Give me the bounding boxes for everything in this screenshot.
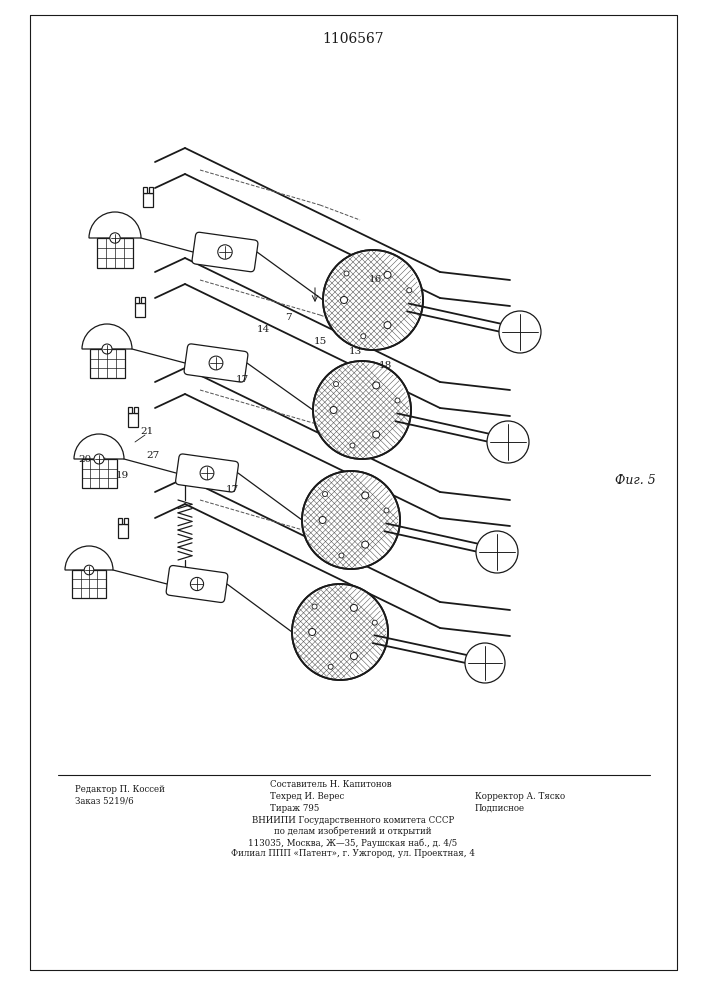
Text: 21: 21 (141, 428, 153, 436)
Bar (118, 524, 128, 538)
Circle shape (344, 271, 349, 276)
Circle shape (84, 565, 94, 575)
FancyBboxPatch shape (184, 344, 248, 382)
Bar (118, 518, 122, 524)
Circle shape (487, 421, 529, 463)
Bar (317, 604, 333, 616)
Circle shape (384, 271, 391, 278)
Circle shape (351, 604, 358, 611)
Text: ВНИИПИ Государственного комитета СССР: ВНИИПИ Государственного комитета СССР (252, 816, 454, 825)
Circle shape (339, 553, 344, 558)
Circle shape (302, 471, 400, 569)
Text: по делам изобретений и открытий: по делам изобретений и открытий (274, 827, 432, 836)
Circle shape (313, 361, 411, 459)
Circle shape (362, 541, 369, 548)
Circle shape (94, 454, 104, 464)
Wedge shape (65, 546, 113, 570)
Bar (143, 193, 153, 207)
Text: 19: 19 (115, 471, 129, 480)
Wedge shape (89, 212, 141, 238)
Text: Техред И. Верес: Техред И. Верес (270, 792, 344, 801)
Circle shape (218, 245, 232, 259)
Text: Корректор А. Тяско: Корректор А. Тяско (475, 792, 565, 801)
Circle shape (328, 664, 333, 669)
Text: Редактор П. Коссей: Редактор П. Коссей (75, 785, 165, 794)
Circle shape (476, 531, 518, 573)
Text: 17: 17 (235, 375, 249, 384)
Wedge shape (82, 324, 132, 349)
Circle shape (351, 653, 358, 660)
FancyBboxPatch shape (192, 232, 258, 272)
Bar (90, 349, 124, 378)
Text: 7: 7 (285, 314, 291, 322)
Text: 18: 18 (378, 360, 392, 369)
Circle shape (373, 620, 378, 625)
Text: 17: 17 (226, 486, 239, 494)
Circle shape (323, 250, 423, 350)
Circle shape (362, 492, 369, 499)
Circle shape (384, 322, 391, 329)
Circle shape (341, 386, 349, 394)
Text: 16: 16 (368, 275, 382, 284)
Circle shape (110, 233, 120, 243)
Text: Составитель Н. Капитонов: Составитель Н. Капитонов (270, 780, 392, 789)
Circle shape (361, 334, 366, 339)
Circle shape (465, 643, 505, 683)
Circle shape (373, 431, 380, 438)
Text: Подписное: Подписное (475, 804, 525, 813)
Text: 27: 27 (146, 450, 160, 460)
Circle shape (334, 382, 339, 387)
Bar (337, 384, 353, 396)
Bar (134, 407, 138, 413)
Circle shape (395, 398, 400, 403)
Circle shape (330, 406, 337, 414)
Bar (144, 187, 147, 193)
Text: 20: 20 (78, 456, 92, 464)
Circle shape (407, 288, 411, 293)
Text: Фиг. 5: Фиг. 5 (615, 474, 656, 487)
Bar (327, 494, 343, 506)
Text: Тираж 795: Тираж 795 (270, 804, 320, 813)
Circle shape (319, 516, 326, 524)
Circle shape (384, 508, 389, 513)
Bar (135, 303, 145, 317)
Bar (128, 407, 132, 413)
Circle shape (190, 577, 204, 591)
Text: Филиал ППП «Патент», г. Ужгород, ул. Проектная, 4: Филиал ППП «Патент», г. Ужгород, ул. Про… (231, 849, 475, 858)
Circle shape (309, 629, 315, 636)
Circle shape (373, 382, 380, 389)
Text: 15: 15 (313, 338, 327, 347)
Text: 14: 14 (257, 326, 269, 334)
FancyBboxPatch shape (166, 566, 228, 602)
Circle shape (341, 296, 348, 304)
Circle shape (102, 344, 112, 354)
Text: 1106567: 1106567 (322, 32, 384, 46)
Circle shape (209, 356, 223, 370)
Wedge shape (74, 434, 124, 459)
Circle shape (350, 443, 355, 448)
Bar (81, 459, 117, 488)
Bar (97, 238, 133, 268)
FancyBboxPatch shape (175, 454, 238, 492)
Bar (124, 518, 128, 524)
Text: 13: 13 (349, 348, 361, 357)
Bar (128, 413, 138, 427)
Circle shape (322, 492, 327, 497)
Circle shape (312, 604, 317, 609)
Bar (72, 570, 106, 598)
Circle shape (331, 496, 339, 504)
Bar (141, 297, 145, 303)
Circle shape (499, 311, 541, 353)
Bar (135, 297, 139, 303)
Bar (149, 187, 153, 193)
Circle shape (200, 466, 214, 480)
Text: Заказ 5219/6: Заказ 5219/6 (75, 797, 134, 806)
Circle shape (292, 584, 388, 680)
Text: 113035, Москва, Ж—35, Раушская наб., д. 4/5: 113035, Москва, Ж—35, Раушская наб., д. … (248, 838, 457, 848)
Circle shape (321, 606, 329, 614)
